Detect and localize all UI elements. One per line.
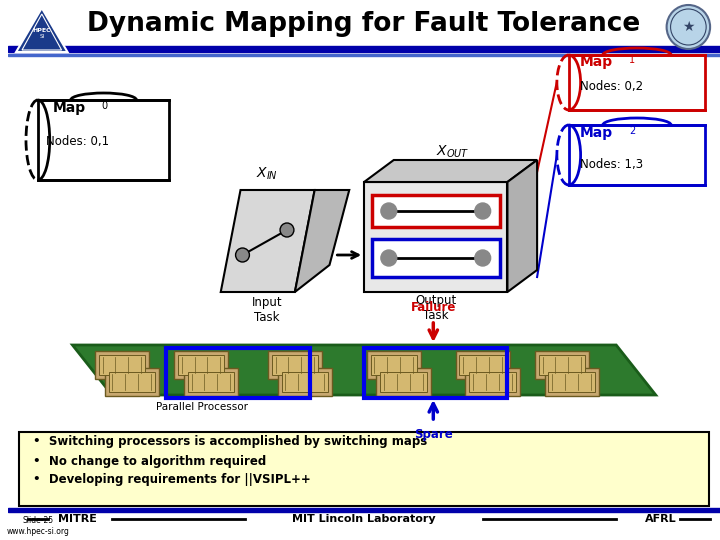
Bar: [544, 368, 599, 396]
Text: ★: ★: [682, 20, 695, 34]
Bar: [99, 355, 145, 375]
Text: Spare: Spare: [414, 428, 453, 441]
Circle shape: [667, 5, 710, 49]
Bar: [38, 100, 169, 180]
Text: HPEC: HPEC: [32, 28, 51, 32]
Bar: [174, 351, 228, 379]
Bar: [549, 372, 595, 392]
Circle shape: [474, 250, 490, 266]
Bar: [569, 125, 705, 185]
Bar: [8, 46, 720, 50]
Circle shape: [381, 203, 397, 219]
Text: 0: 0: [101, 101, 107, 111]
Bar: [364, 182, 508, 292]
Bar: [282, 372, 328, 392]
Circle shape: [280, 223, 294, 237]
Bar: [364, 348, 508, 398]
Polygon shape: [16, 8, 68, 52]
Text: Input
Task: Input Task: [252, 296, 282, 324]
Text: Slide-25
www.hpec-si.org: Slide-25 www.hpec-si.org: [6, 516, 69, 536]
Bar: [8, 54, 720, 56]
Text: SI: SI: [39, 33, 45, 38]
Text: $X_{OUT}$: $X_{OUT}$: [436, 144, 469, 160]
Polygon shape: [73, 345, 656, 395]
Text: Map: Map: [53, 101, 86, 115]
Text: Map: Map: [580, 126, 613, 140]
Bar: [372, 195, 500, 227]
Text: •  Developing requirements for ||VSIPL++: • Developing requirements for ||VSIPL++: [33, 474, 310, 487]
Text: Failure: Failure: [410, 301, 456, 314]
Text: Nodes: 0,1: Nodes: 0,1: [46, 135, 109, 148]
Bar: [456, 351, 510, 379]
Bar: [469, 372, 516, 392]
Text: 2: 2: [629, 126, 635, 136]
Bar: [371, 355, 417, 375]
Circle shape: [474, 203, 490, 219]
Text: Nodes: 0,2: Nodes: 0,2: [580, 80, 643, 93]
Bar: [539, 355, 585, 375]
Polygon shape: [295, 190, 349, 292]
Bar: [268, 351, 322, 379]
Bar: [271, 355, 318, 375]
Text: Dynamic Mapping for Fault Tolerance: Dynamic Mapping for Fault Tolerance: [87, 11, 641, 37]
Bar: [188, 372, 234, 392]
Bar: [8, 0, 720, 47]
FancyBboxPatch shape: [19, 432, 709, 506]
Bar: [8, 48, 720, 52]
Bar: [278, 368, 332, 396]
Text: Map: Map: [580, 55, 613, 69]
Text: Output
Task: Output Task: [415, 294, 456, 322]
Text: 1: 1: [629, 55, 635, 65]
Bar: [95, 351, 149, 379]
Bar: [377, 368, 431, 396]
Bar: [372, 239, 500, 277]
Bar: [465, 368, 520, 396]
Bar: [459, 355, 506, 375]
Circle shape: [381, 250, 397, 266]
Bar: [104, 368, 159, 396]
Text: •  No change to algorithm required: • No change to algorithm required: [33, 455, 266, 468]
Bar: [166, 348, 310, 398]
Polygon shape: [508, 160, 537, 292]
Bar: [380, 372, 427, 392]
Circle shape: [235, 248, 249, 262]
Bar: [569, 55, 705, 110]
Text: MITRE: MITRE: [58, 514, 96, 524]
Bar: [366, 351, 421, 379]
Bar: [178, 355, 224, 375]
Text: Nodes: 1,3: Nodes: 1,3: [580, 158, 643, 171]
Text: Parallel Processor: Parallel Processor: [156, 402, 248, 412]
Text: MIT Lincoln Laboratory: MIT Lincoln Laboratory: [292, 514, 436, 524]
Bar: [109, 372, 155, 392]
Text: •  Switching processors is accomplished by switching maps: • Switching processors is accomplished b…: [33, 435, 427, 449]
Text: $X_{IN}$: $X_{IN}$: [256, 166, 278, 182]
Text: AFRL: AFRL: [645, 514, 677, 524]
Bar: [184, 368, 238, 396]
Polygon shape: [221, 190, 315, 292]
Bar: [535, 351, 589, 379]
Polygon shape: [364, 160, 537, 182]
Bar: [8, 508, 720, 512]
